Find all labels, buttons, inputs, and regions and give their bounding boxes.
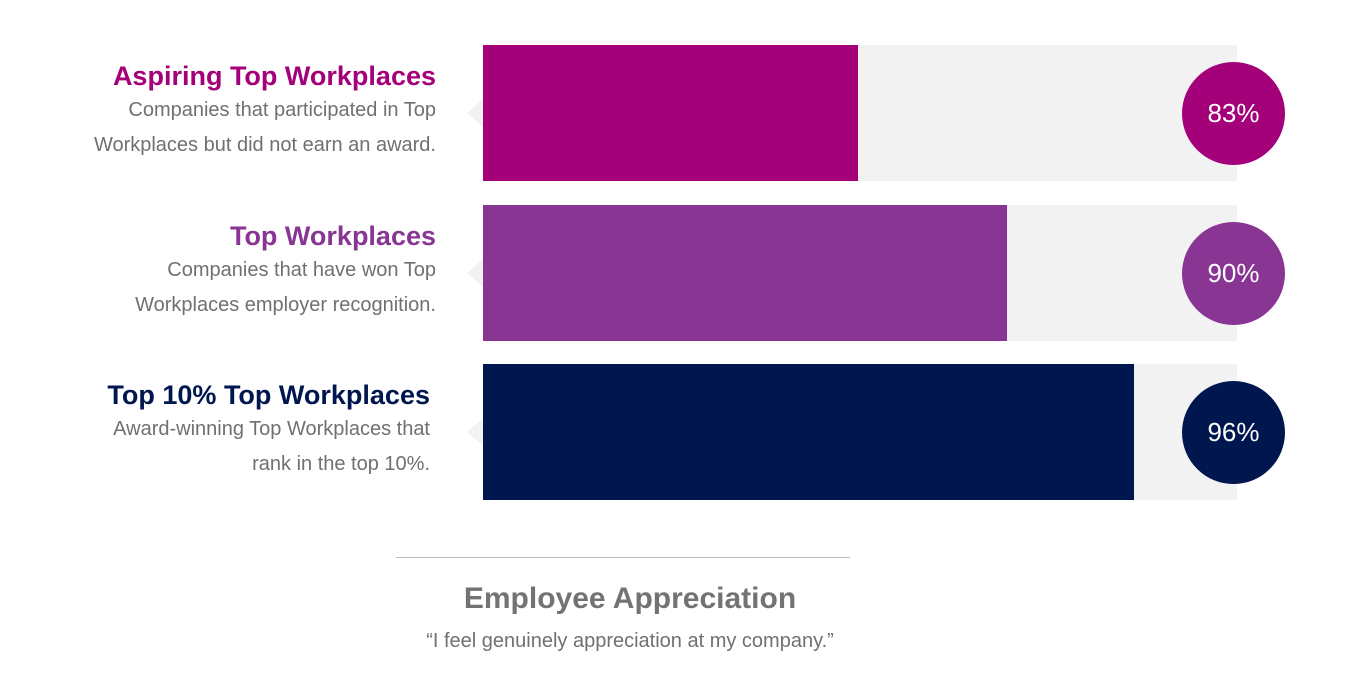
row-title: Aspiring Top Workplaces (112, 61, 436, 91)
bar (483, 364, 1134, 500)
row-label-block: Top 10% Top Workplaces Award-winning Top … (10, 378, 430, 482)
row-title: Top 10% Top Workplaces (107, 380, 430, 410)
footer-divider (396, 557, 850, 558)
bar-track (483, 45, 1237, 181)
value-badge: 96% (1182, 381, 1285, 484)
bar-track (483, 364, 1237, 500)
bar (483, 45, 858, 181)
bar (483, 205, 1007, 341)
row-description: Workplaces employer recognition. (135, 294, 436, 316)
row-title: Top Workplaces (229, 221, 436, 251)
chart-subtitle: “I feel genuinely appreciation at my com… (426, 630, 834, 652)
row-description: rank in the top 10%. (252, 453, 430, 475)
value-badge: 90% (1182, 222, 1285, 325)
row-description: Companies that have won Top (167, 259, 436, 281)
row-pointer (467, 259, 483, 287)
chart-title: Employee Appreciation (463, 582, 797, 615)
value-badge: 83% (1182, 62, 1285, 165)
row-label-block: Aspiring Top Workplaces Companies that pa… (16, 59, 436, 163)
row-description: Companies that participated in Top (128, 99, 436, 121)
bar-track (483, 205, 1237, 341)
row-pointer (467, 418, 483, 446)
row-description: Workplaces but did not earn an award. (93, 134, 436, 156)
row-description: Award-winning Top Workplaces that (113, 418, 430, 440)
row-pointer (467, 99, 483, 127)
row-label-block: Top Workplaces Companies that have won To… (16, 219, 436, 323)
